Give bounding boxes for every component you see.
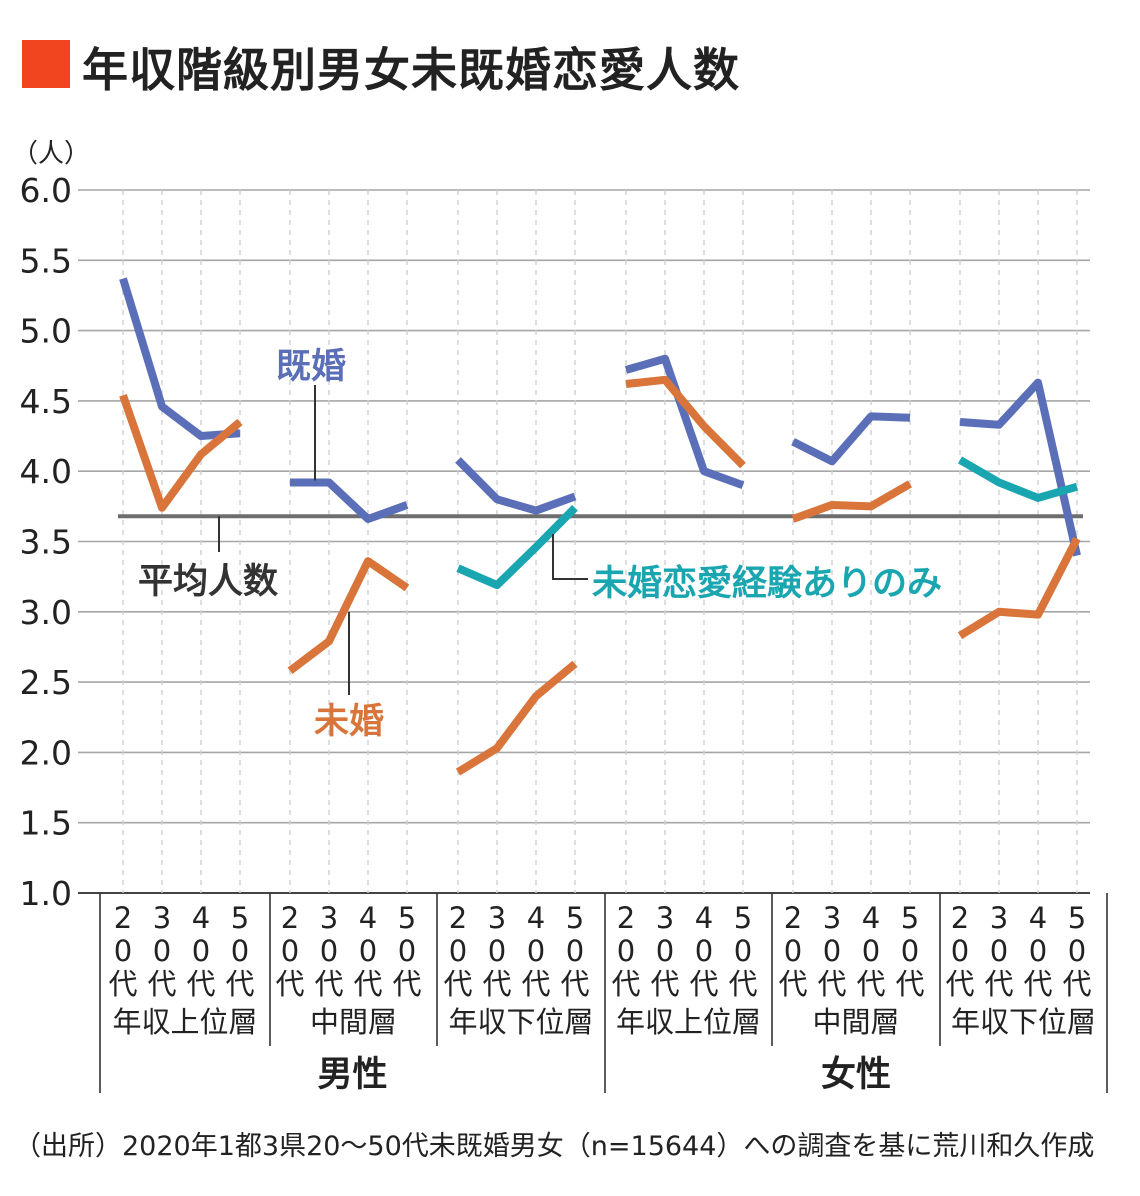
title-marker [22, 40, 70, 88]
series-line-1-group-5 [957, 536, 1081, 640]
y-tick-label: 4.5 [20, 382, 72, 421]
average-label: 平均人数 [138, 562, 278, 602]
source-note: （出所）2020年1都3県20〜50代未既婚男女（n=15644）への調査を基に… [14, 1131, 1095, 1162]
series-line-0-group-0 [119, 277, 241, 441]
y-unit-label: （人） [12, 139, 90, 169]
series-line-0-group-5 [959, 378, 1081, 557]
x-income-label-0: 年収上位層 [112, 1005, 257, 1039]
series-label-unmarried: 未婚 [314, 702, 384, 742]
series-line-1-group-0 [119, 393, 243, 512]
x-gender-label-1: 女性 [821, 1054, 891, 1095]
x-income-label-5: 年収下位層 [951, 1005, 1096, 1039]
series-line-0-group-1 [290, 478, 409, 524]
x-gender-label-0: 男性 [317, 1055, 387, 1095]
y-tick-label: 4.0 [20, 452, 72, 491]
x-income-label-2: 年収下位層 [448, 1005, 593, 1039]
series-line-1-group-1 [287, 557, 410, 675]
y-tick-label: 2.5 [20, 663, 72, 702]
series-line-2-group-2 [456, 504, 578, 590]
series-line-1-group-2 [455, 660, 578, 776]
x-income-label-1: 中間層 [310, 1005, 397, 1039]
chart-title: 年収階級別男女未既婚恋愛人数 [82, 43, 740, 97]
romance-leader [552, 534, 588, 580]
series-line-0-group-3 [624, 354, 745, 490]
series-line-0-group-2 [455, 457, 577, 515]
x-income-label-3: 年収上位層 [616, 1005, 761, 1039]
series-line-1-group-4 [791, 480, 912, 523]
line-chart: 1.0 1.5 2.0 2.5 3.0 3.5 4.0 4.5 5.0 5.5 6.0（人） 既婚未婚… [12, 139, 1108, 1095]
series-line-0-group-4 [791, 412, 911, 466]
x-income-label-4: 中間層 [812, 1005, 899, 1039]
series-line-1-group-3 [625, 375, 746, 469]
series-label-married: 既婚 [276, 347, 346, 387]
y-tick-label: 3.5 [20, 523, 72, 562]
series-label-romance: 未婚恋愛経験ありのみ [592, 563, 942, 604]
y-tick-label: 2.0 [20, 733, 72, 772]
y-tick-label: 1.0 [20, 874, 72, 913]
y-tick-label: 5.0 [20, 312, 72, 351]
y-tick-label: 6.0 [20, 171, 72, 210]
y-tick-label: 1.5 [20, 804, 72, 843]
y-tick-label: 5.5 [20, 241, 72, 280]
y-tick-label: 3.0 [20, 593, 72, 632]
series-line-2-group-5 [958, 456, 1079, 502]
